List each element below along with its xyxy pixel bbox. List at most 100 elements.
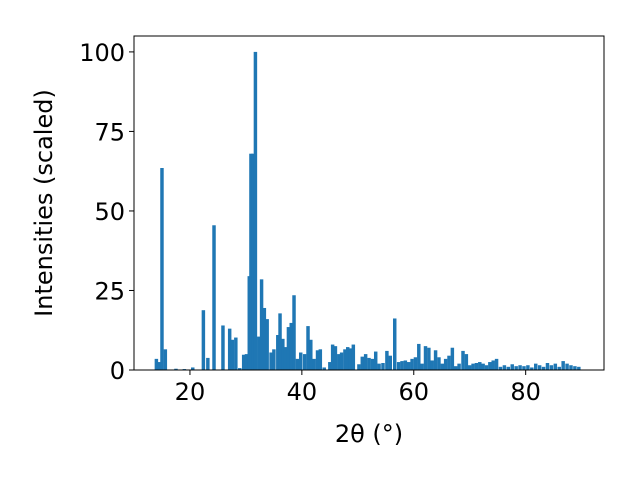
bar-12 [230,339,235,370]
bar-109 [561,361,565,370]
bar-54 [363,354,368,370]
bar-2 [160,168,164,370]
bar-67 [410,358,414,370]
bar-95 [506,366,511,370]
bar-85 [471,363,475,370]
bar-93 [498,366,503,370]
bar-75 [437,357,441,370]
bar-63 [396,362,401,370]
bar-24 [265,319,269,370]
bar-97 [514,366,518,370]
bar-16 [244,354,249,370]
bar-100 [526,365,530,370]
bar-74 [433,350,438,370]
bar-14 [238,368,242,370]
bar-102 [534,363,538,370]
bar-44 [330,344,335,370]
bar-73 [430,360,434,370]
bar-111 [569,365,573,370]
bar-32 [289,322,293,370]
y-axis-label: Intensities (scaled) [30,89,58,317]
bar-37 [306,326,310,370]
plot-frame [133,35,605,371]
bar-99 [522,366,526,370]
bar-69 [417,343,421,370]
bar-98 [518,365,522,370]
bar-61 [388,355,392,370]
bar-59 [381,363,385,370]
bar-58 [377,363,381,370]
bar-81 [457,363,461,370]
bar-94 [502,365,507,370]
bar-6 [191,367,195,370]
bar-56 [370,358,375,370]
bar-35 [299,352,303,370]
bar-64 [400,361,404,370]
bar-104 [541,366,546,370]
bar-27 [276,335,280,370]
bar-60 [385,350,389,370]
bar-80 [453,366,458,370]
x-tick-label: 60 [398,378,429,406]
bar-49 [346,347,350,370]
bar-91 [491,360,495,370]
bar-77 [443,358,448,370]
bar-4 [174,368,178,370]
bar-92 [494,358,499,370]
bar-19 [251,153,255,370]
bar-96 [510,364,514,370]
bar-10 [221,325,225,370]
bar-42 [322,367,326,370]
y-tick-label: 75 [94,118,125,146]
bar-20 [253,51,258,371]
bar-68 [413,357,418,370]
bar-83 [464,354,469,370]
bar-48 [343,349,347,370]
x-tick-label: 40 [287,378,318,406]
bar-26 [272,349,276,370]
bar-30 [283,347,288,370]
bar-9 [212,225,216,370]
bar-34 [295,358,300,370]
bar-53 [360,356,365,370]
bar-112 [573,366,577,370]
bar-52 [357,364,361,370]
bar-82 [461,350,465,370]
bar-41 [318,349,323,370]
bar-71 [423,346,428,370]
bar-103 [537,365,542,370]
bar-89 [484,365,489,370]
bar-29 [281,338,285,370]
bar-7 [201,310,206,370]
bar-51 [351,344,356,370]
bar-33 [292,295,296,370]
x-axis-ticks: 20 40 60 80 [175,370,541,406]
bar-101 [530,367,534,370]
bar-62 [393,318,397,370]
bar-36 [302,354,307,370]
bar-0 [154,358,159,370]
y-tick-label: 25 [94,277,125,305]
bar-105 [545,363,550,370]
bar-88 [481,363,485,370]
bar-22 [259,279,264,370]
x-tick-label: 80 [510,378,541,406]
y-tick-label: 0 [110,357,125,385]
bar-39 [312,358,316,370]
bar-28 [278,313,282,370]
bar-40 [315,350,320,370]
bar-107 [553,363,558,370]
x-tick-label: 20 [175,378,206,406]
bar-8 [206,357,210,370]
bar-43 [328,362,332,370]
y-tick-label: 50 [94,198,125,226]
bar-110 [565,363,569,370]
bar-23 [262,307,267,370]
bar-79 [450,347,455,370]
x-axis-label: 2θ (°) [335,420,403,448]
bar-57 [373,351,378,370]
bar-50 [348,348,353,370]
bar-21 [257,336,261,370]
